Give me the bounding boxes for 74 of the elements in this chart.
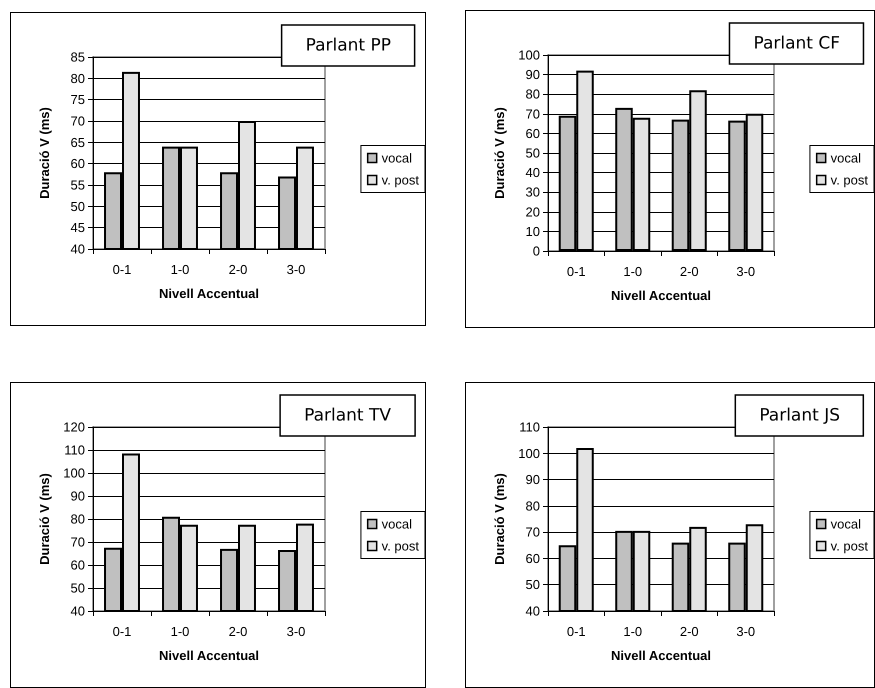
x-axis-title: Nivell Accentual bbox=[159, 286, 259, 301]
y-axis-title: Duració V (ms) bbox=[37, 107, 52, 199]
x-tick-label: 0-1 bbox=[112, 262, 132, 277]
y-tick-label: 70 bbox=[526, 106, 540, 122]
y-tick-label: 0 bbox=[532, 244, 540, 258]
y-tick-label: 80 bbox=[70, 512, 85, 526]
y-tick-label: 90 bbox=[526, 67, 540, 82]
legend-label: v. post bbox=[382, 538, 420, 554]
y-tick-label: 50 bbox=[526, 577, 540, 592]
y-tick-label: 120 bbox=[63, 420, 85, 434]
x-tick-label: 0-1 bbox=[566, 264, 586, 279]
y-tick-label: 10 bbox=[526, 224, 540, 239]
y-tick-label: 110 bbox=[519, 420, 540, 434]
chart-title: Parlant CF bbox=[753, 34, 840, 54]
y-tick-label: 60 bbox=[526, 550, 540, 566]
x-tick-label: 2-0 bbox=[228, 624, 248, 639]
y-tick-label: 20 bbox=[526, 204, 540, 220]
x-axis-title: Nivell Accentual bbox=[611, 288, 711, 303]
y-tick-label: 70 bbox=[70, 534, 85, 550]
y-tick-label: 50 bbox=[526, 146, 540, 160]
x-tick-label: 1-0 bbox=[170, 624, 190, 639]
y-tick-label: 110 bbox=[64, 442, 85, 458]
y-tick-label: 85 bbox=[70, 50, 85, 64]
y-tick-label: 65 bbox=[70, 134, 85, 150]
x-tick-label: 3-0 bbox=[736, 624, 756, 639]
y-tick-label: 55 bbox=[70, 178, 85, 192]
y-tick-label: 90 bbox=[526, 472, 540, 488]
y-tick-label: 100 bbox=[518, 48, 540, 62]
y-tick-label: 100 bbox=[518, 446, 540, 461]
x-tick-label: 1-0 bbox=[623, 624, 642, 639]
chart-title: Parlant JS bbox=[759, 406, 840, 426]
x-tick-label: 3-0 bbox=[736, 264, 756, 279]
x-tick-label: 0-1 bbox=[112, 624, 132, 639]
x-tick-label: 2-0 bbox=[680, 624, 699, 639]
y-tick-label: 70 bbox=[70, 114, 85, 128]
y-tick-label: 30 bbox=[526, 184, 540, 200]
y-tick-label: 80 bbox=[526, 498, 540, 514]
y-tick-label: 100 bbox=[63, 466, 85, 480]
y-tick-label: 90 bbox=[70, 488, 85, 504]
y-tick-label: 80 bbox=[526, 86, 540, 102]
y-tick-label: 60 bbox=[70, 156, 85, 172]
chart-title: Parlant PP bbox=[306, 36, 392, 56]
legend-label: vocal bbox=[830, 516, 862, 532]
x-tick-label: 0-1 bbox=[566, 624, 586, 639]
y-tick-label: 40 bbox=[526, 604, 540, 618]
x-axis-title: Nivell Accentual bbox=[159, 648, 259, 663]
x-tick-label: 2-0 bbox=[680, 264, 699, 279]
y-tick-label: 45 bbox=[70, 220, 85, 236]
y-tick-label: 80 bbox=[70, 70, 85, 86]
y-tick-label: 40 bbox=[70, 242, 85, 256]
x-tick-label: 2-0 bbox=[228, 262, 248, 277]
y-tick-label: 40 bbox=[70, 604, 85, 618]
y-tick-label: 60 bbox=[526, 126, 540, 141]
y-tick-label: 70 bbox=[526, 524, 540, 540]
legend-label: v. post bbox=[830, 172, 868, 188]
y-tick-label: 60 bbox=[70, 558, 85, 572]
legend-label: v. post bbox=[382, 172, 420, 188]
x-tick-label: 3-0 bbox=[286, 262, 306, 277]
x-tick-label: 1-0 bbox=[623, 264, 642, 279]
y-tick-label: 50 bbox=[70, 580, 85, 596]
x-axis-title: Nivell Accentual bbox=[611, 648, 711, 663]
x-tick-label: 1-0 bbox=[170, 262, 190, 277]
y-axis-title: Duració V (ms) bbox=[492, 107, 507, 199]
legend-label: vocal bbox=[382, 150, 412, 166]
chart-title: Parlant TV bbox=[304, 406, 392, 426]
legend-label: vocal bbox=[830, 150, 862, 166]
y-tick-label: 50 bbox=[70, 198, 85, 214]
y-tick-label: 75 bbox=[70, 92, 85, 108]
legend-label: vocal bbox=[382, 516, 412, 532]
legend-label: v. post bbox=[830, 538, 868, 554]
y-axis-title: Duració V (ms) bbox=[492, 473, 507, 565]
y-tick-label: 40 bbox=[526, 165, 540, 180]
x-tick-label: 3-0 bbox=[286, 624, 306, 639]
y-axis-title: Duració V (ms) bbox=[37, 473, 52, 565]
